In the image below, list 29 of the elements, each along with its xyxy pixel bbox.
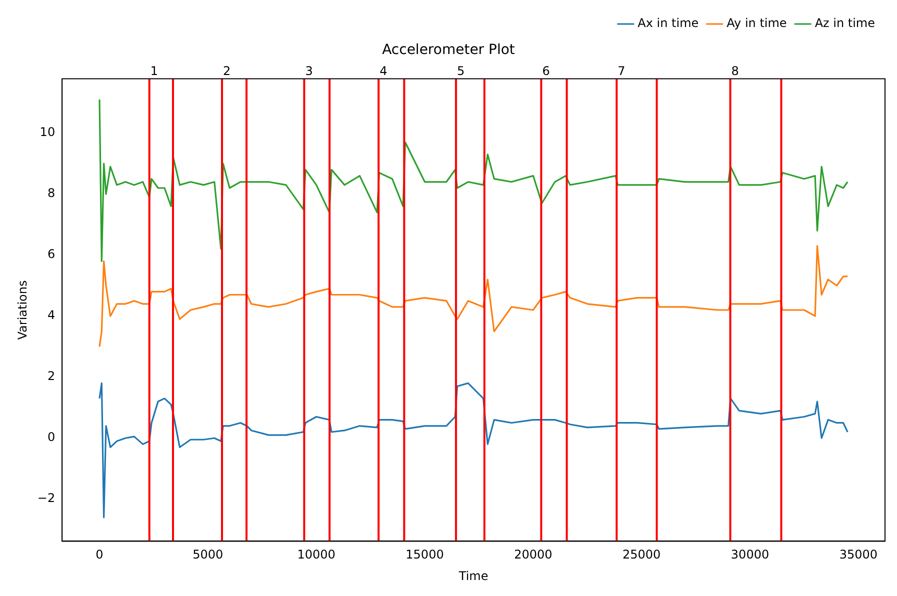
y-tick-label: 8 xyxy=(47,186,56,200)
x-tick-label: 0 xyxy=(96,548,104,562)
y-axis-title: Variations xyxy=(15,280,30,340)
annotation: 3 xyxy=(305,64,313,78)
y-tick-label: 6 xyxy=(47,247,56,262)
y-tick-label: 4 xyxy=(47,308,56,322)
annotation: 6 xyxy=(542,64,550,78)
y-tick-label: −2 xyxy=(37,491,56,506)
legend-label: Ax in time xyxy=(638,16,699,30)
x-tick-label: 25000 xyxy=(622,548,661,562)
annotation: 1 xyxy=(150,64,158,78)
annotation: 5 xyxy=(456,64,465,78)
y-tick-label: 10 xyxy=(40,125,56,140)
x-tick-label: 30000 xyxy=(730,548,770,562)
x-tick-label: 5000 xyxy=(192,548,224,562)
chart-title: Accelerometer Plot xyxy=(382,42,516,58)
annotation: 8 xyxy=(731,64,739,78)
x-tick-label: 10000 xyxy=(297,548,336,562)
annotation: 2 xyxy=(223,64,231,78)
y-tick-label: 0 xyxy=(47,430,56,444)
legend-label: Ay in time xyxy=(726,16,787,30)
annotation: 4 xyxy=(380,64,388,78)
x-tick-label: 15000 xyxy=(406,548,444,562)
x-axis-title: Time xyxy=(458,568,488,583)
legend-label: Az in time xyxy=(814,16,875,30)
x-tick-label: 20000 xyxy=(514,548,552,562)
y-tick-label: 2 xyxy=(47,369,56,384)
x-tick-label: 35000 xyxy=(839,548,878,562)
annotation: 7 xyxy=(618,64,626,78)
